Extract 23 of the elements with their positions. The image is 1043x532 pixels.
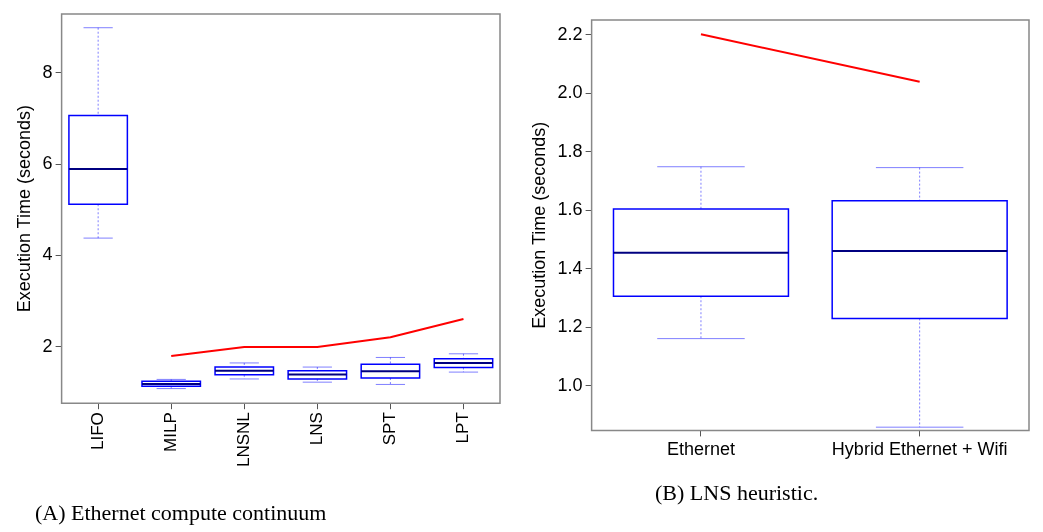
y-tick-label: 1.2 xyxy=(557,316,583,337)
y-tick-label: 2.2 xyxy=(557,23,583,44)
y-tick-label: 1.6 xyxy=(557,199,583,220)
x-tick-label: Hybrid Ethernet + Wifi xyxy=(831,439,1008,460)
y-tick-label: 4 xyxy=(42,244,53,265)
x-tick-label: LNSNL xyxy=(233,412,253,468)
text: (B) LNS heuristic. xyxy=(655,480,819,506)
x-tick-label: LNS xyxy=(307,412,327,446)
x-tick-label: LIFO xyxy=(87,412,107,450)
y-axis-title: Execution Time (seconds) xyxy=(528,121,549,329)
x-tick-label: LPT xyxy=(453,412,473,444)
x-tick-label: SPT xyxy=(380,412,400,446)
y-axis-title: Execution Time (seconds) xyxy=(13,105,34,313)
text: (A) Ethernet compute continuum xyxy=(35,500,327,526)
x-tick-label: MILP xyxy=(160,412,180,452)
y-tick-label: 1.8 xyxy=(557,140,583,161)
x-tick-label: Ethernet xyxy=(666,439,735,460)
y-tick-label: 2.0 xyxy=(557,82,583,103)
y-tick-label: 1.0 xyxy=(557,374,583,395)
y-tick-label: 2 xyxy=(42,335,53,356)
y-tick-label: 8 xyxy=(42,61,53,82)
y-tick-label: 1.4 xyxy=(557,257,583,278)
y-tick-label: 6 xyxy=(42,152,53,173)
